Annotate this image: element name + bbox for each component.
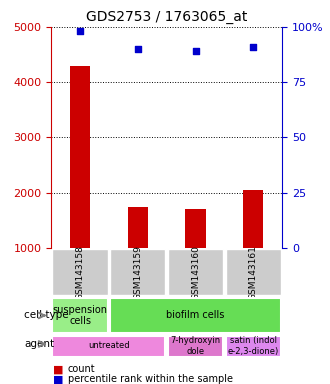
Text: count: count — [68, 364, 95, 374]
Text: biofilm cells: biofilm cells — [166, 310, 225, 321]
Bar — [110, 298, 281, 333]
Title: GDS2753 / 1763065_at: GDS2753 / 1763065_at — [86, 10, 248, 25]
Text: GSM143160: GSM143160 — [191, 245, 200, 300]
Point — [135, 46, 140, 52]
Text: GSM143161: GSM143161 — [249, 245, 258, 300]
Point — [77, 28, 82, 35]
Bar — [52, 249, 108, 295]
Text: cell type: cell type — [24, 310, 69, 321]
Text: suspension
cells: suspension cells — [52, 305, 108, 326]
Bar — [168, 336, 223, 357]
Text: GSM143159: GSM143159 — [133, 245, 142, 300]
Bar — [185, 209, 206, 248]
Bar — [70, 66, 90, 248]
Point — [193, 48, 198, 54]
Text: GSM143158: GSM143158 — [76, 245, 84, 300]
Bar — [52, 298, 108, 333]
Bar — [168, 249, 223, 295]
Bar — [243, 190, 263, 248]
Bar — [52, 336, 165, 357]
Bar — [225, 249, 281, 295]
Point — [251, 44, 256, 50]
Text: 7-hydroxyin
dole: 7-hydroxyin dole — [171, 336, 220, 356]
Text: untreated: untreated — [88, 341, 130, 350]
Text: agent: agent — [24, 339, 54, 349]
Text: percentile rank within the sample: percentile rank within the sample — [68, 374, 233, 384]
Text: ■: ■ — [53, 374, 63, 384]
Bar — [128, 207, 148, 248]
Text: ■: ■ — [53, 364, 63, 374]
Bar — [225, 336, 281, 357]
Text: satin (indol
e-2,3-dione): satin (indol e-2,3-dione) — [228, 336, 279, 356]
Bar — [110, 249, 165, 295]
